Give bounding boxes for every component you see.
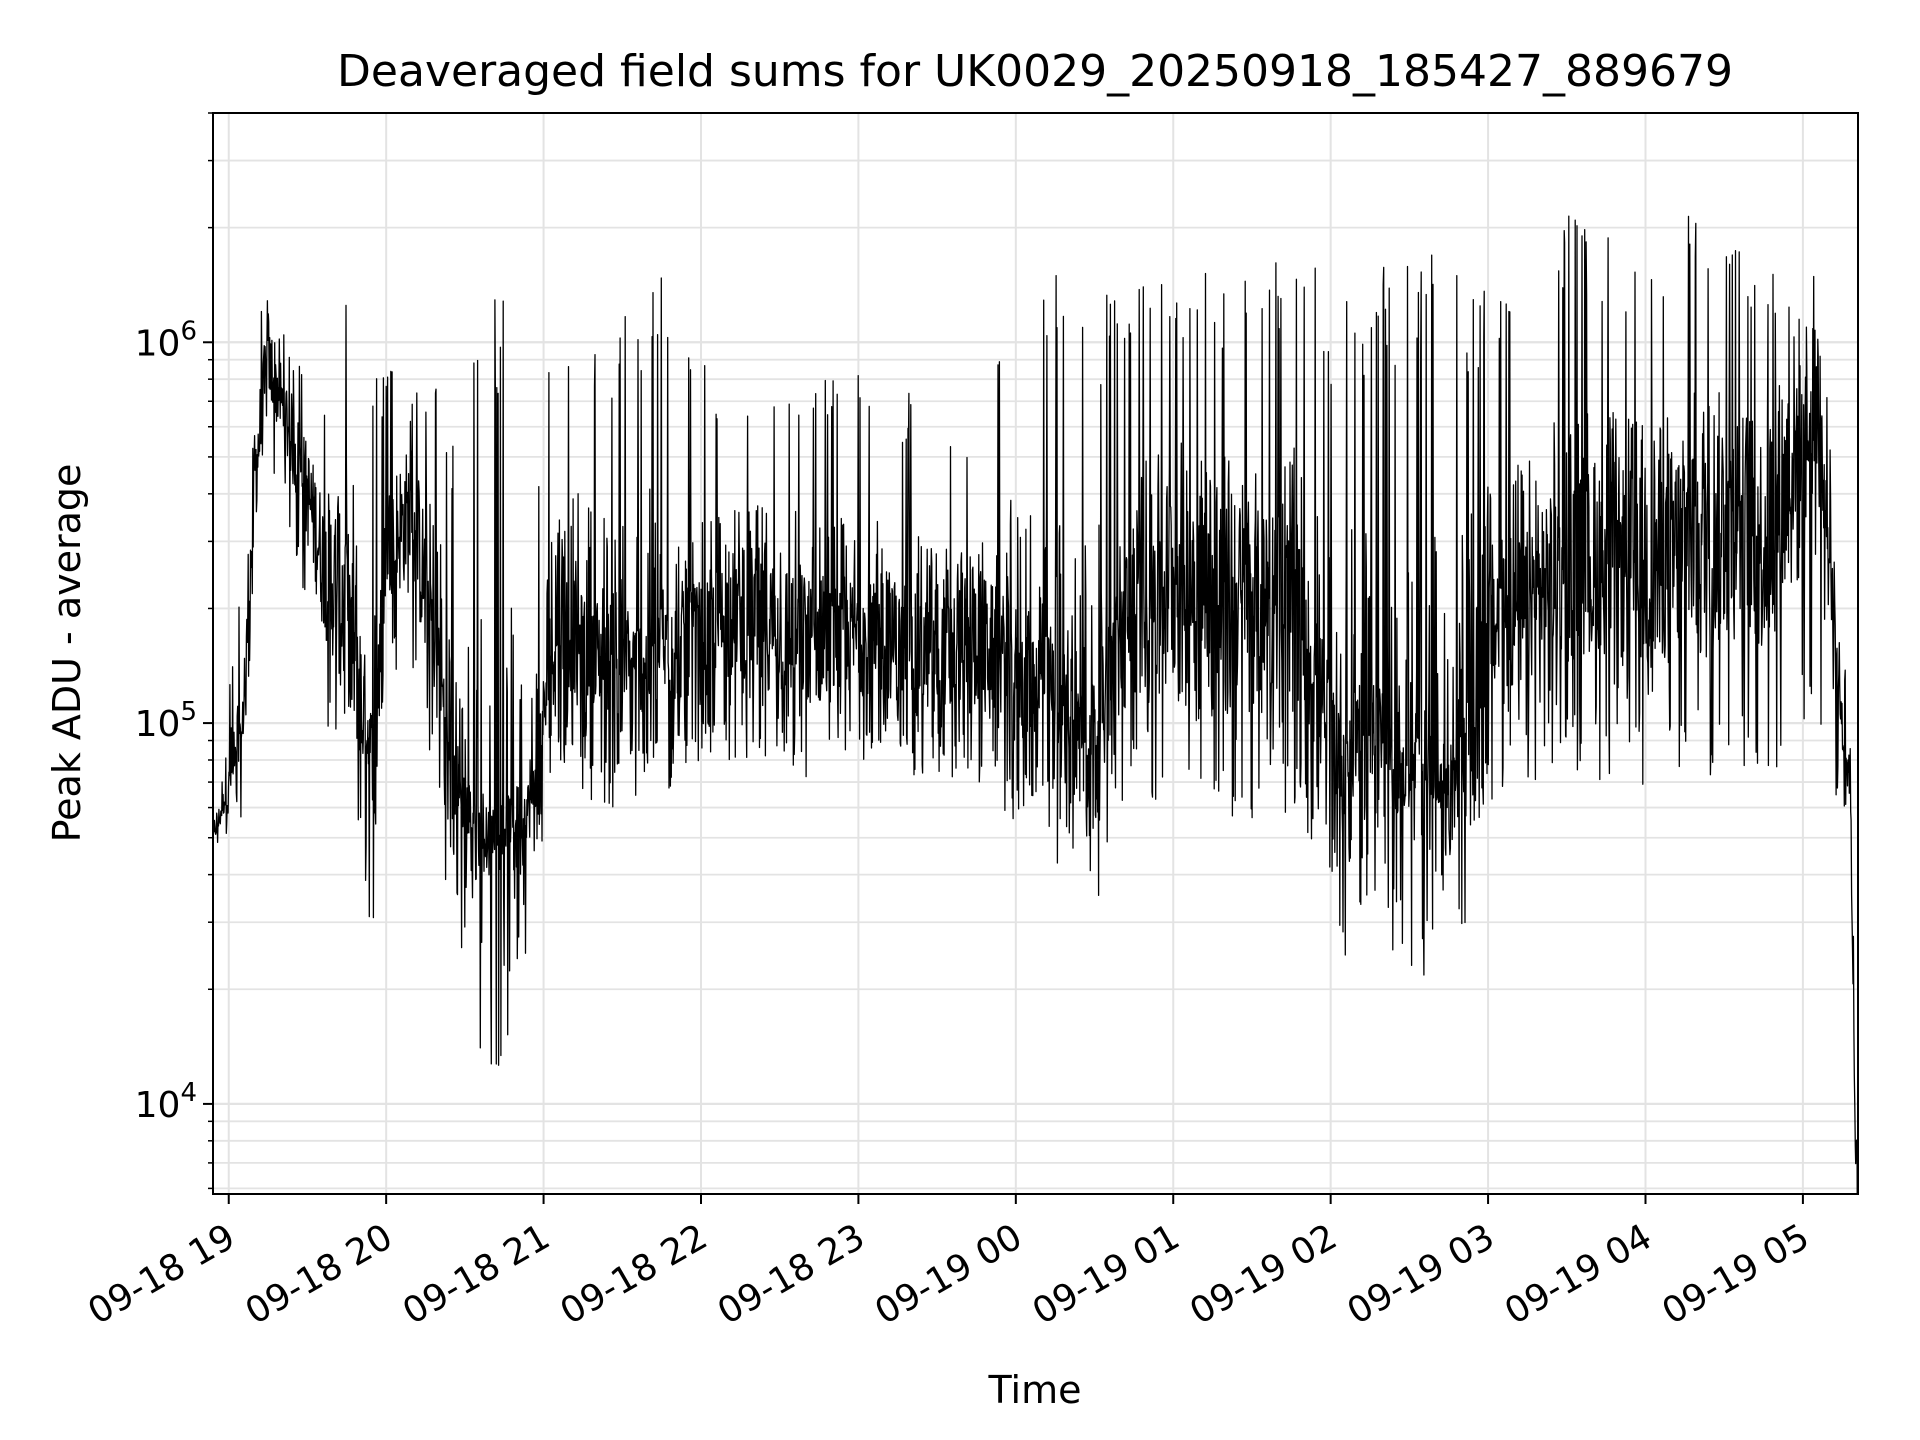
y-tick-label: 106 <box>135 316 197 364</box>
data-series <box>213 215 1858 1194</box>
y-tick-base: 10 <box>135 1085 181 1126</box>
series-line <box>213 215 1858 1194</box>
y-tick-label: 105 <box>135 697 197 745</box>
plot-frame <box>212 112 1859 1195</box>
x-axis-label: Time <box>988 1368 1082 1412</box>
y-tick-exponent: 6 <box>180 316 197 346</box>
chart-title: Deaveraged field sums for UK0029_2025091… <box>337 46 1733 97</box>
y-tick-exponent: 5 <box>180 697 197 727</box>
y-tick-label: 104 <box>135 1078 197 1126</box>
y-tick-exponent: 4 <box>180 1078 197 1108</box>
y-tick-base: 10 <box>135 323 181 364</box>
y-tick-base: 10 <box>135 704 181 745</box>
y-axis-label: Peak ADU - average <box>45 464 89 843</box>
